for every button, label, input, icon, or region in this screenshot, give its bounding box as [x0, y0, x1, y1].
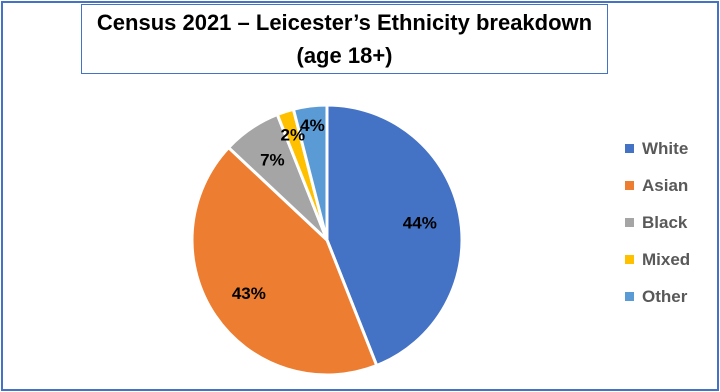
- legend-item-white: White: [625, 130, 690, 167]
- legend-label: White: [642, 138, 689, 158]
- legend-item-mixed: Mixed: [625, 241, 690, 278]
- chart-legend: White Asian Black Mixed Other: [625, 130, 690, 315]
- legend-swatch: [625, 292, 634, 301]
- data-label-white: 44%: [403, 213, 437, 232]
- pie-slice-white: [325, 103, 464, 368]
- legend-item-black: Black: [625, 204, 690, 241]
- legend-swatch: [625, 181, 634, 190]
- chart-title-box: Census 2021 – Leicester’s Ethnicity brea…: [81, 4, 608, 74]
- legend-swatch: [625, 255, 634, 264]
- chart-title: Census 2021 – Leicester’s Ethnicity brea…: [96, 10, 593, 68]
- data-label-mixed: 2%: [281, 126, 306, 145]
- legend-swatch: [625, 144, 634, 153]
- legend-label: Black: [642, 212, 688, 232]
- legend-swatch: [625, 218, 634, 227]
- legend-label: Asian: [642, 175, 689, 195]
- legend-label: Other: [642, 286, 688, 306]
- legend-label: Mixed: [642, 249, 691, 269]
- legend-item-other: Other: [625, 278, 690, 315]
- data-label-asian: 43%: [232, 284, 266, 303]
- legend-item-asian: Asian: [625, 167, 690, 204]
- data-label-other: 4%: [300, 116, 325, 135]
- pie-slice-asian: [190, 145, 379, 377]
- data-label-black: 7%: [260, 151, 285, 170]
- pie-slice-other: [291, 103, 329, 241]
